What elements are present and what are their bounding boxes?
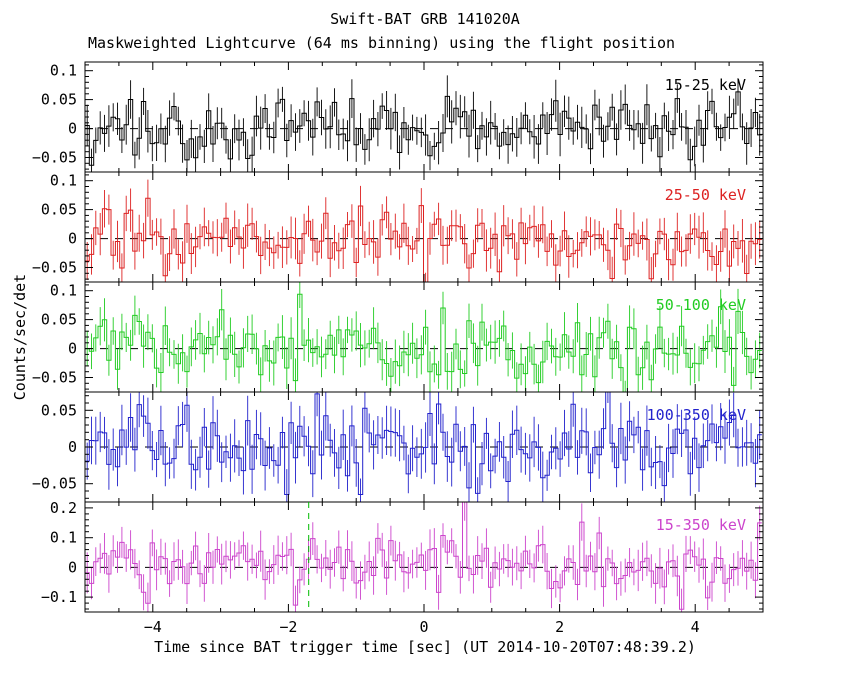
y-tick-label: 0.2 [50,499,77,517]
chart-subtitle: Maskweighted Lightcurve (64 ms binning) … [88,34,675,52]
y-tick-label: 0 [68,438,77,456]
x-tick-label: 0 [419,618,428,636]
error-bars [86,502,761,612]
lightcurve-step [85,293,762,392]
band-label-15-350-kev: 15-350 keV [655,516,746,534]
band-label-100-350-kev: 100-350 keV [646,406,746,424]
x-tick-label: −4 [144,618,162,636]
x-axis-label: Time since BAT trigger time [sec] (UT 20… [154,638,696,656]
tick-marks [85,501,763,612]
y-tick-label: 0.1 [50,529,77,547]
y-tick-label: 0.05 [41,201,77,219]
y-tick-label: 0.1 [50,62,77,80]
band-label-50-100-kev: 50-100 keV [655,296,746,314]
lightcurve-series [85,179,762,282]
chart-title: Swift-BAT GRB 141020A [330,10,520,28]
y-tick-label: −0.05 [32,475,77,493]
y-tick-label: 0.05 [41,91,77,109]
x-tick-label: 4 [691,618,700,636]
y-tick-label: 0 [68,120,77,138]
lightcurve-step [85,392,762,495]
tick-marks [85,62,763,172]
tick-marks [85,392,763,502]
y-axis-label: Counts/sec/det [11,273,29,401]
tick-marks [85,282,763,392]
tick-marks [85,172,763,282]
error-bars [86,75,761,172]
error-bars [86,392,761,502]
lightcurve-series [85,392,762,502]
y-tick-label: −0.05 [32,369,77,387]
error-bars [86,179,761,282]
y-tick-label: 0 [68,340,77,358]
lightcurve-step [85,502,762,610]
y-tick-label: 0.1 [50,282,77,300]
y-tick-label: 0.05 [41,311,77,329]
lightcurve-series [85,75,762,172]
y-tick-label: −0.05 [32,149,77,167]
x-tick-label: −2 [279,618,297,636]
lightcurve-step [85,197,762,282]
y-tick-label: −0.05 [32,259,77,277]
y-tick-label: 0.05 [41,401,77,419]
y-tick-label: 0 [68,558,77,576]
y-tick-label: 0 [68,230,77,248]
lightcurve-series [85,502,762,612]
x-tick-label: 2 [555,618,564,636]
band-label-25-50-kev: 25-50 keV [664,186,746,204]
lightcurve-step [85,91,762,166]
y-tick-label: −0.1 [41,588,77,606]
y-tick-label: 0.1 [50,172,77,190]
band-label-15-25-kev: 15-25 keV [664,76,746,94]
